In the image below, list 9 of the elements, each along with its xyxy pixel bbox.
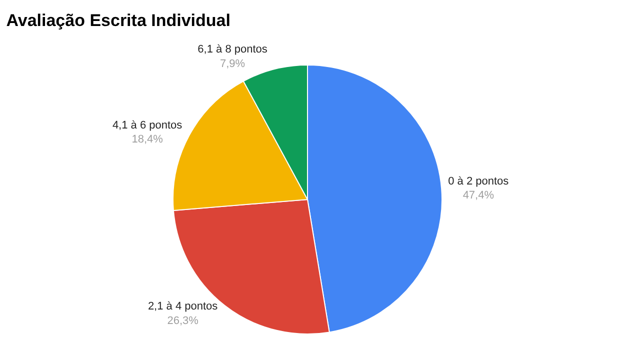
chart-title: Avaliação Escrita Individual bbox=[6, 10, 230, 30]
slice-label: 6,1 à 8 pontos bbox=[198, 44, 268, 56]
data-label: 47,4% bbox=[462, 190, 494, 202]
data-label: 18,4% bbox=[132, 134, 164, 146]
slice-label: 2,1 à 4 pontos bbox=[148, 300, 218, 313]
slice-label: 0 à 2 pontos bbox=[448, 175, 510, 188]
slice-label: 4,1 à 6 pontos bbox=[112, 119, 183, 132]
data-label: 26,3% bbox=[167, 314, 199, 327]
data-label: 7,9% bbox=[220, 58, 246, 70]
